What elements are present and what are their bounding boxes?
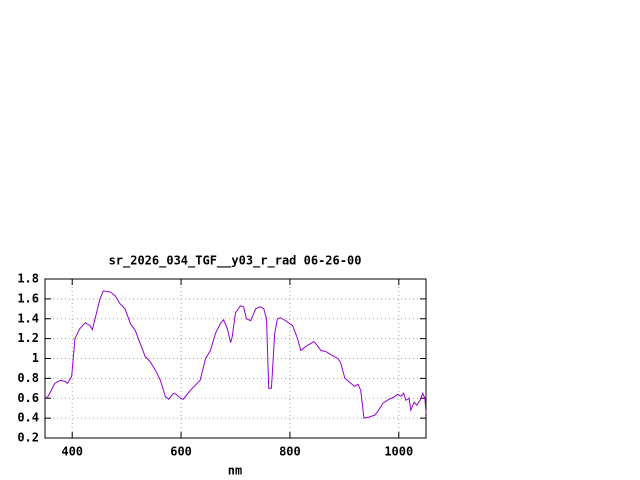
y-tick-label: 1.2: [17, 331, 39, 345]
x-tick-label: 800: [279, 445, 301, 459]
data-line: [44, 290, 427, 419]
chart-title: sr_2026_034_TGF__y03_r_rad 06-26-00: [109, 254, 362, 269]
x-tick-label: 400: [61, 445, 83, 459]
plot-frame: [44, 278, 427, 439]
y-tick-label: 1: [32, 351, 39, 365]
y-tick-label: 1.8: [17, 272, 39, 286]
y-tick-label: 0.6: [17, 391, 39, 405]
y-tick-label: 0.4: [17, 411, 39, 425]
y-tick-label: 0.8: [17, 371, 39, 385]
x-tick-label: 1000: [384, 445, 413, 459]
y-tick-label: 1.6: [17, 291, 39, 305]
x-tick-label: 600: [170, 445, 192, 459]
y-tick-label: 0.2: [17, 431, 39, 445]
y-tick-label: 1.4: [17, 311, 39, 325]
x-axis-label: nm: [228, 464, 242, 478]
